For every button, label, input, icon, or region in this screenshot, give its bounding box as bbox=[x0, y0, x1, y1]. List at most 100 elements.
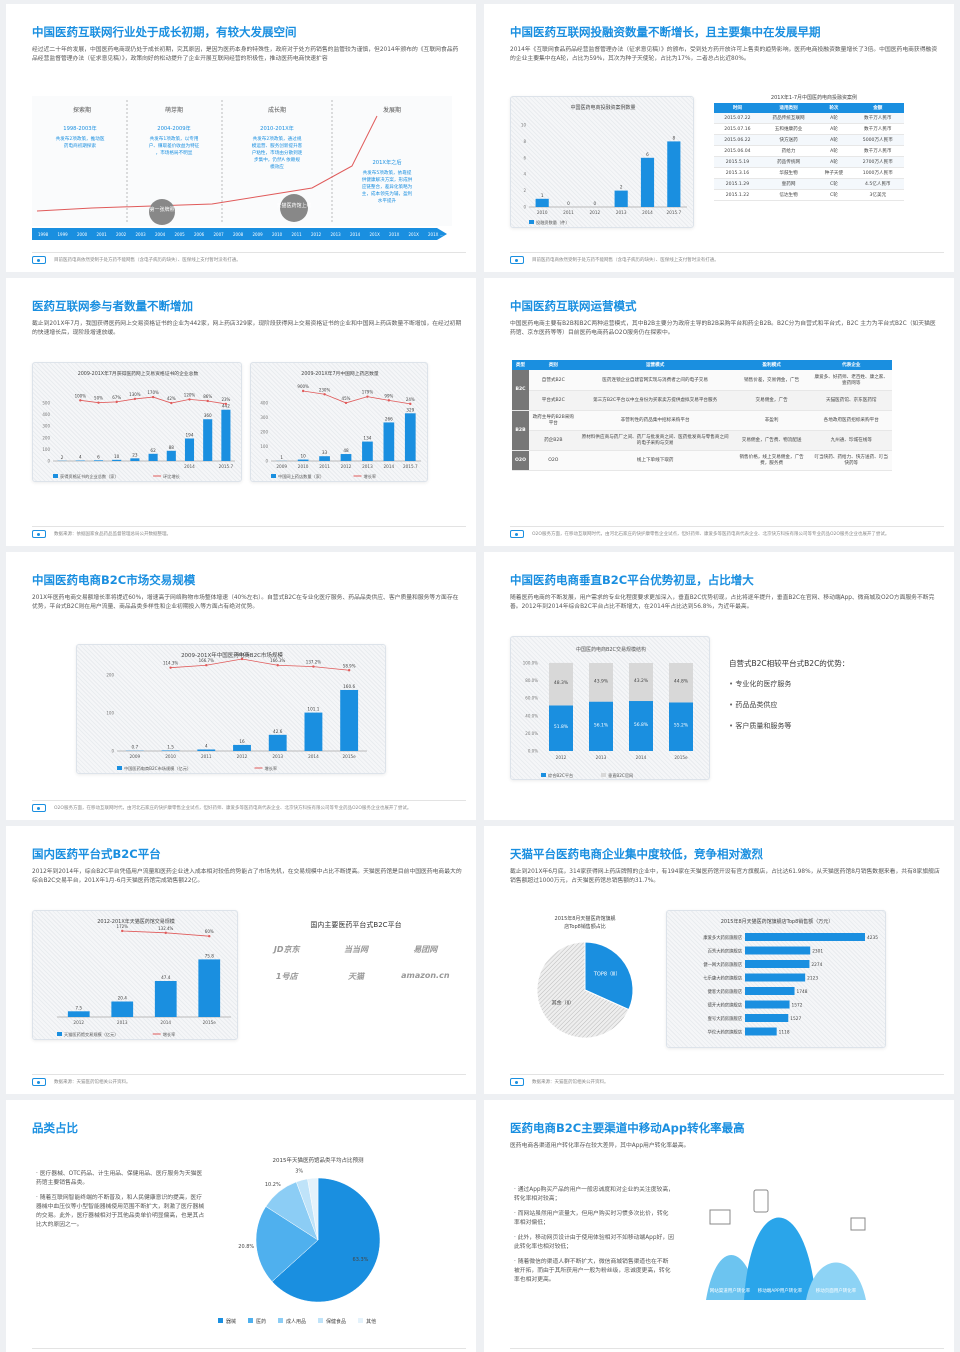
year-label: 201X bbox=[370, 232, 381, 237]
year-label: 2006 bbox=[194, 232, 205, 237]
bar-value-label: 1 bbox=[280, 455, 283, 460]
table-cell: 医药连锁企业自建官网实现与消费者之间的电子交易 bbox=[577, 370, 733, 391]
pie-label: 63.3% bbox=[353, 1257, 369, 1263]
structure-chart-card: 中国医药电商B2C交易规模结构 100.0% 80.0% 60.0% 40.0% 20.0… bbox=[510, 636, 710, 780]
pie-slice bbox=[271, 1177, 381, 1303]
footer-note: 数据来源：依据国家食品药品监督管理总局公开数据整理。 bbox=[54, 532, 171, 537]
legend-label: 投融资数量（件） bbox=[536, 219, 570, 226]
x-tick-label: 2014 bbox=[184, 464, 195, 469]
x-tick-label: 2010 bbox=[165, 754, 176, 759]
y-tick-label: 100 bbox=[106, 711, 114, 716]
growth-point bbox=[133, 397, 137, 401]
table-header: 类型 bbox=[512, 360, 530, 370]
bar bbox=[198, 959, 221, 1017]
chart-title: 2015年8月天猫医药馆旗舰店Top8销售额（万元） bbox=[721, 918, 834, 925]
table-cell: 5000万人民币 bbox=[851, 134, 904, 146]
bar bbox=[667, 141, 681, 207]
y-tick-label: 300 bbox=[42, 424, 50, 429]
table-cell: 药品传统网 bbox=[760, 156, 817, 168]
table-cell: 原材料供应商与药厂之间、药厂与批发商之间、医药批发商与零售商之间的电子采购与交易 bbox=[577, 430, 733, 451]
table-row: 药企B2B 原材料供应商与药厂之间、药厂与批发商之间、医药批发商与零售商之间的电子… bbox=[512, 430, 892, 451]
legend-label: 综合B2C平台 bbox=[548, 772, 573, 779]
slide-channel-conversion: 医药电商B2C主要渠道中移动App转化率最高 医药电商各渠道用户转化率存在较大差… bbox=[484, 1100, 954, 1352]
y-tick-label: 0.0% bbox=[528, 749, 538, 754]
table-cell: 快方送药 bbox=[760, 134, 817, 146]
x-tick-label: 2012 bbox=[341, 464, 352, 469]
growth-label: 130% bbox=[129, 392, 141, 397]
bar bbox=[233, 744, 251, 751]
footer-note: 数据来源：天猫医药馆相关公开资料。 bbox=[54, 1080, 131, 1085]
bar bbox=[268, 734, 287, 751]
phase-note: 户粘性，市场由分散到逐 bbox=[252, 149, 303, 156]
bar bbox=[640, 157, 655, 207]
year-label: 2000 bbox=[77, 232, 88, 237]
bar bbox=[362, 441, 373, 461]
table-cell: A轮 bbox=[816, 145, 852, 157]
pie-slice bbox=[255, 1206, 319, 1282]
bar-comprehensive bbox=[589, 701, 613, 751]
phase-note: 共发布2项政策，通过规 bbox=[253, 135, 302, 142]
table-cell: 华鼓生物 bbox=[760, 167, 817, 179]
bar-value-label: 0 bbox=[593, 201, 596, 206]
bar-value-label: 75.8 bbox=[205, 953, 215, 958]
bar-value-label: 2 bbox=[620, 185, 623, 190]
growth-point bbox=[188, 398, 191, 401]
top8-bar-card: 2015年8月天猫医药馆旗舰店Top8销售额（万元） 康爱多大药房旗舰店 4235 百… bbox=[666, 910, 886, 1048]
bar bbox=[161, 750, 180, 751]
phase-note: 供健康解决方案，形成供 bbox=[362, 176, 413, 183]
license-bar-chart: 2009-201X年7月获得医药网上交易资格证书的企业总数 0 100 200 300 4… bbox=[42, 370, 235, 480]
slide-body: 中国医药电商主要有B2B和B2C两种运营模式，其中B2B主要分为政府主导的B2B… bbox=[510, 321, 936, 336]
slide-platform-b2c: 国内医药平台式B2C平台 2012年到2014年，综合B2C平台凭借用户流量和医… bbox=[6, 826, 476, 1094]
year-label: 2014 bbox=[350, 232, 361, 237]
x-tick-label: 2014 bbox=[636, 755, 647, 760]
logos-title: 国内主要医药平台式B2C平台 bbox=[310, 921, 402, 929]
hill-mobile-web bbox=[806, 1262, 866, 1300]
table-cell: 4.5亿人民币 bbox=[851, 178, 904, 190]
phase-note: 户、赚取差价收益为特征 bbox=[149, 142, 200, 149]
y-tick-label: 0 bbox=[111, 749, 114, 754]
legend-swatch bbox=[601, 773, 606, 777]
growth-point bbox=[205, 664, 208, 667]
channel-label: 移动页面用户转化率 bbox=[816, 1287, 857, 1294]
timeline-arrow bbox=[32, 228, 447, 240]
top8-bar-chart: 2015年8月天猫医药馆旗舰店Top8销售额（万元） 康爱多大药房旗舰店 4235 百… bbox=[703, 918, 878, 1036]
bar-value-label: 160.6 bbox=[343, 684, 355, 689]
bar-value-label: 101.1 bbox=[307, 707, 319, 712]
bar-value-label: 10 bbox=[300, 454, 306, 459]
table-row: B2B 政府主导的B2B采购平台 非营利性的药品集中招标采购平台 非盈利 各地政府医药招… bbox=[512, 410, 892, 451]
chart-title: 店Top8销售额占比 bbox=[564, 923, 606, 930]
growth-label: 60% bbox=[205, 929, 214, 934]
platform-logo: 易团网 bbox=[413, 945, 438, 954]
y-tick-label: 80.0% bbox=[525, 678, 538, 683]
table-header: 轮次 bbox=[816, 103, 852, 113]
pie-label: TOP8（Ⅲ） bbox=[593, 972, 621, 978]
growth-point bbox=[409, 402, 412, 406]
table-cell: 2015.06.04 bbox=[714, 145, 761, 157]
bar-value-label: 1748 bbox=[797, 989, 808, 995]
year-label: 1998 bbox=[38, 232, 49, 237]
growth-label: 99% bbox=[384, 393, 393, 398]
slide-footer: 数据来源：天猫医药馆相关公开资料。 bbox=[32, 1074, 466, 1086]
phase-label: 成长期 bbox=[268, 106, 286, 114]
pie-slice bbox=[536, 941, 630, 1039]
bar bbox=[93, 460, 104, 461]
year-label: 2002 bbox=[116, 232, 127, 237]
y-tick-label: 6 bbox=[523, 155, 526, 160]
bar bbox=[745, 933, 865, 941]
x-tick-label: 2010 bbox=[537, 210, 548, 215]
channel-hills-chart: 网站渠道用户转化率 移动端APP用户转化率 移动页面用户转化率 bbox=[706, 1189, 866, 1300]
phase-note: 主，成本领先为辅，盈利 bbox=[362, 190, 413, 197]
slide-industry-stage: 中国医药互联网行业处于成长初期，有较大发展空间 经过近二十年的发展，中国医药电商… bbox=[6, 4, 476, 272]
bar bbox=[745, 946, 811, 955]
bar-value-label: 51.8% bbox=[554, 724, 569, 730]
bar-value-label: 42.6 bbox=[273, 729, 283, 734]
bar bbox=[297, 459, 309, 461]
growth-label: 300.0% bbox=[234, 652, 249, 657]
year-label: 1999 bbox=[58, 232, 69, 237]
x-tick-label: 2015e bbox=[343, 754, 357, 759]
desktop-icon bbox=[709, 1209, 731, 1225]
slide-b2c-market: 中国医药电商B2C市场交易规模 201X年医药电商交易额增长率将提近60%，增速… bbox=[6, 552, 476, 820]
bar-vertical bbox=[669, 663, 693, 703]
table-cell: 壹药网 bbox=[760, 178, 817, 190]
growth-label: 50% bbox=[94, 396, 103, 401]
